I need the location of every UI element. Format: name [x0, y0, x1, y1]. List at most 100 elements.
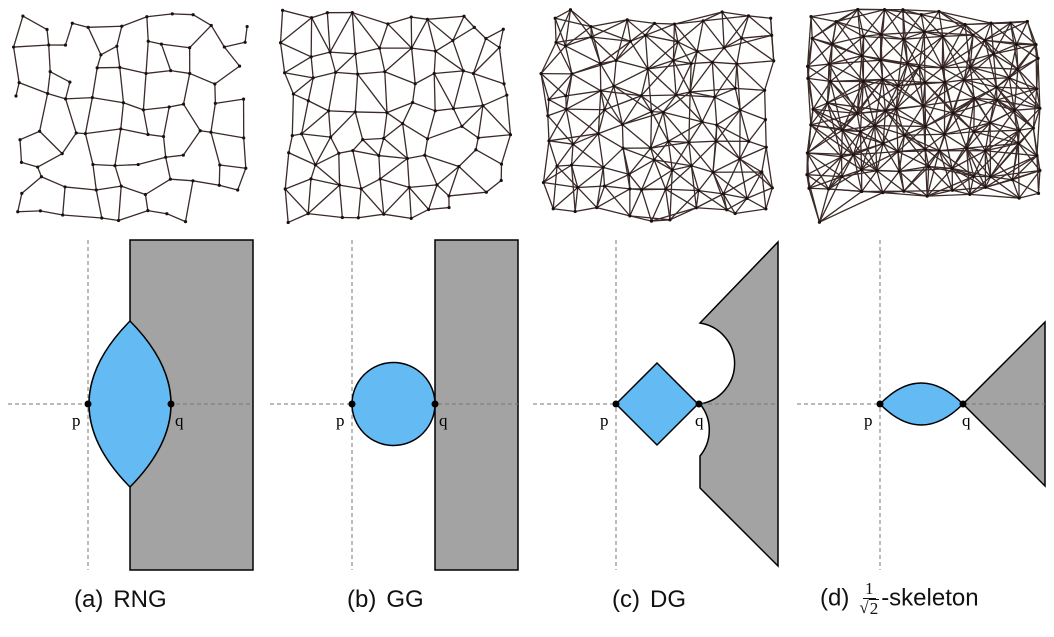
graph-node [447, 205, 451, 210]
graph-node [353, 110, 357, 114]
graph-edge [876, 151, 899, 172]
graph-edge [918, 66, 945, 83]
graph-edge [1018, 192, 1039, 199]
graph-edge [540, 42, 557, 74]
graph-node [287, 151, 291, 155]
graph-edge [427, 18, 454, 42]
graph-edge [688, 142, 693, 166]
graph-edge [765, 187, 773, 210]
graph-node [425, 17, 430, 21]
graph-edge [973, 86, 997, 99]
graph-edge [596, 167, 604, 208]
graph-edge [902, 9, 925, 33]
graph-edge [292, 77, 314, 95]
graph-edge [904, 133, 945, 136]
graph-edge [972, 34, 986, 41]
graph-node [625, 18, 629, 22]
graph-edge [311, 12, 328, 19]
graph-edge [925, 148, 940, 152]
graph-edge [942, 23, 966, 37]
graph-node [283, 187, 287, 191]
graph-node [806, 64, 810, 68]
graph-node [462, 14, 466, 18]
graph-node [222, 45, 226, 49]
graph-edge [408, 187, 412, 219]
graph-edge [279, 10, 284, 43]
graph-edge [650, 147, 655, 161]
graph-node [714, 139, 718, 143]
graph-edge [357, 71, 385, 75]
graph-edge [984, 40, 998, 88]
graph-edge [812, 108, 858, 115]
graph-edge [969, 66, 975, 99]
graph-edge [903, 105, 924, 136]
graph-edge [874, 125, 899, 152]
graph-edge [807, 113, 858, 154]
graph-node [209, 130, 213, 134]
graph-edge [307, 77, 314, 101]
graph-edge [827, 78, 883, 104]
graph-edge [428, 206, 450, 211]
graph-edge [806, 156, 842, 176]
graph-node [361, 138, 365, 142]
graph-edge [101, 217, 119, 222]
graph-node [280, 8, 285, 12]
graph-edge [697, 47, 725, 52]
graph-node [86, 25, 90, 29]
graph-edge [448, 191, 487, 197]
graph-node [447, 194, 451, 198]
graph-edge [48, 44, 51, 72]
graph-node [809, 15, 813, 19]
graph-edge [969, 193, 1020, 199]
graph-edge [596, 206, 631, 217]
graph-edge [927, 193, 970, 197]
graph-edge [922, 97, 975, 107]
graph-gg [278, 8, 513, 225]
graph-edge [702, 20, 725, 49]
graph-edge [384, 71, 416, 85]
graph-edge [100, 45, 118, 56]
graph-edge [214, 65, 240, 85]
graph-edge [622, 111, 664, 126]
graph-edge [860, 110, 886, 133]
graph-edge [701, 121, 717, 126]
graph-edge [653, 159, 667, 190]
graph-edge [918, 35, 944, 68]
graph-edge [565, 90, 602, 110]
graph-node [18, 138, 22, 142]
graph-edge [860, 125, 875, 133]
graph-edge [21, 176, 42, 194]
graph-edge [691, 165, 714, 173]
graph-edge [665, 189, 671, 220]
graph-node [191, 179, 195, 183]
graph-edge [1008, 77, 1041, 109]
graph-edge [461, 105, 484, 127]
graph-node [169, 68, 173, 73]
graph-edge [182, 73, 191, 105]
graph-edge [897, 125, 926, 153]
graph-node [646, 67, 650, 71]
graph-node [988, 121, 992, 125]
graph-node [1035, 87, 1039, 91]
graph-node [411, 100, 415, 105]
graph-edge [427, 15, 465, 20]
graph-node [554, 40, 558, 44]
graph-edge [807, 63, 830, 79]
graph-edge [355, 47, 380, 55]
graph-edge [672, 60, 677, 96]
graph-node [972, 130, 976, 134]
graph-edge [672, 24, 676, 61]
graph-edge [808, 187, 829, 190]
graph-edge [874, 108, 897, 127]
graph-node [733, 86, 737, 90]
graph-edge [160, 43, 172, 71]
graph-edge [876, 170, 884, 193]
graph-edge [902, 38, 920, 68]
graph-edge [973, 129, 1020, 177]
graph-edge [604, 95, 642, 111]
graph-node [164, 155, 168, 159]
graph-edge [861, 55, 884, 80]
graph-edge [827, 102, 858, 115]
graph-edge [736, 38, 743, 65]
graph-edge [644, 34, 674, 61]
